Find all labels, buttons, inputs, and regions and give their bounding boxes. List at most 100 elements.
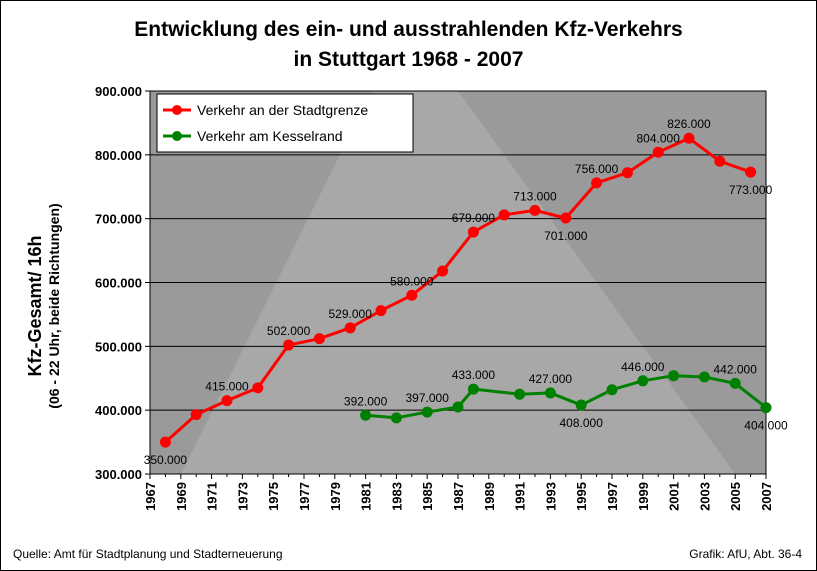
data-point bbox=[467, 383, 479, 395]
data-label: 433.000 bbox=[452, 368, 496, 382]
y-tick-label: 400.000 bbox=[95, 403, 142, 418]
y-axis-label: Kfz-Gesamt/ 16h (06 - 22 Uhr, beide Rich… bbox=[11, 136, 67, 476]
data-point bbox=[560, 212, 572, 224]
data-label: 701.000 bbox=[544, 229, 588, 243]
data-point bbox=[729, 377, 741, 389]
x-tick-label: 1991 bbox=[513, 482, 528, 511]
data-label: 529.000 bbox=[329, 307, 373, 321]
y-axis-label-line-2: (06 - 22 Uhr, beide Richtungen) bbox=[46, 203, 62, 408]
x-tick-label: 1975 bbox=[266, 482, 281, 511]
x-tick-label: 1977 bbox=[297, 482, 312, 511]
legend-swatch-marker bbox=[172, 131, 182, 141]
data-point bbox=[283, 339, 295, 351]
data-label: 826.000 bbox=[667, 117, 711, 131]
x-tick-label: 1989 bbox=[482, 482, 497, 511]
x-tick-label: 2007 bbox=[759, 482, 774, 511]
data-point bbox=[514, 388, 526, 400]
x-tick-label: 2003 bbox=[697, 482, 712, 511]
data-label: 350.000 bbox=[144, 453, 188, 467]
y-tick-label: 600.000 bbox=[95, 276, 142, 291]
data-point bbox=[698, 371, 710, 383]
data-point bbox=[668, 370, 680, 382]
y-tick-label: 800.000 bbox=[95, 148, 142, 163]
y-tick-label: 300.000 bbox=[95, 467, 142, 482]
x-tick-label: 2001 bbox=[667, 482, 682, 511]
data-label: 679.000 bbox=[452, 211, 496, 225]
x-tick-label: 1995 bbox=[574, 482, 589, 511]
data-label: 804.000 bbox=[637, 131, 681, 145]
data-point bbox=[406, 289, 418, 301]
series-line-2 bbox=[365, 374, 767, 420]
data-label: 442.000 bbox=[714, 362, 758, 376]
x-tick-label: 1979 bbox=[328, 482, 343, 511]
x-tick-label: 1985 bbox=[420, 482, 435, 511]
data-point bbox=[575, 399, 587, 411]
data-point bbox=[745, 166, 757, 178]
data-point bbox=[159, 436, 171, 448]
data-point bbox=[591, 177, 603, 189]
data-point bbox=[344, 322, 356, 334]
x-tick-label: 1971 bbox=[205, 482, 220, 511]
data-point bbox=[760, 402, 772, 414]
legend-label: Verkehr an der Stadtgrenze bbox=[197, 102, 368, 118]
plot-background bbox=[150, 91, 766, 474]
data-point bbox=[621, 167, 633, 179]
legend-box bbox=[156, 93, 414, 153]
data-point bbox=[452, 401, 464, 413]
data-point bbox=[637, 375, 649, 387]
data-label: 397.000 bbox=[406, 391, 450, 405]
data-point bbox=[498, 209, 510, 221]
data-point bbox=[221, 395, 233, 407]
y-tick-label: 900.000 bbox=[95, 84, 142, 99]
data-label: 502.000 bbox=[267, 324, 311, 338]
chart-title-line-1: Entwicklung des ein- und ausstrahlenden … bbox=[134, 18, 683, 41]
data-label: 415.000 bbox=[205, 380, 249, 394]
legend-label: Verkehr am Kesselrand bbox=[197, 128, 343, 144]
y-axis-label-line-1: Kfz-Gesamt/ 16h bbox=[25, 235, 45, 376]
data-point bbox=[683, 132, 695, 144]
data-label: 427.000 bbox=[529, 372, 573, 386]
x-tick-label: 1967 bbox=[143, 482, 158, 511]
data-point bbox=[390, 412, 402, 424]
x-tick-label: 1981 bbox=[359, 482, 374, 511]
data-point bbox=[360, 409, 372, 421]
data-point bbox=[606, 384, 618, 396]
legend-swatch-marker bbox=[172, 105, 182, 115]
data-label: 713.000 bbox=[513, 189, 557, 203]
series-line-1 bbox=[164, 136, 752, 444]
data-point bbox=[421, 406, 433, 418]
x-tick-label: 1987 bbox=[451, 482, 466, 511]
plot-frame bbox=[149, 90, 767, 475]
credit-note: Grafik: AfU, Abt. 36-4 bbox=[689, 547, 802, 561]
data-label: 446.000 bbox=[621, 360, 665, 374]
x-tick-label: 1997 bbox=[605, 482, 620, 511]
data-point bbox=[652, 146, 664, 158]
chart-title-line-2: in Stuttgart 1968 - 2007 bbox=[293, 48, 524, 71]
data-label: 773.000 bbox=[729, 183, 773, 197]
data-label: 408.000 bbox=[560, 416, 604, 430]
y-tick-label: 500.000 bbox=[95, 339, 142, 354]
plot-background-road bbox=[180, 91, 736, 474]
data-label: 404.000 bbox=[744, 419, 788, 433]
data-point bbox=[252, 382, 264, 394]
data-label: 392.000 bbox=[344, 394, 388, 408]
x-tick-label: 2005 bbox=[728, 482, 743, 511]
x-tick-label: 1983 bbox=[389, 482, 404, 511]
x-tick-label: 1993 bbox=[543, 482, 558, 511]
data-point bbox=[375, 305, 387, 317]
data-point bbox=[467, 226, 479, 238]
x-tick-label: 1999 bbox=[636, 482, 651, 511]
data-point bbox=[190, 409, 202, 421]
data-point bbox=[529, 204, 541, 216]
y-tick-label: 700.000 bbox=[95, 212, 142, 227]
data-point bbox=[544, 387, 556, 399]
data-label: 756.000 bbox=[575, 162, 619, 176]
x-tick-label: 1973 bbox=[235, 482, 250, 511]
data-point bbox=[437, 265, 449, 277]
data-point bbox=[714, 155, 726, 167]
source-note: Quelle: Amt für Stadtplanung und Stadter… bbox=[13, 547, 283, 561]
chart-title: Entwicklung des ein- und ausstrahlenden … bbox=[1, 15, 816, 75]
data-point bbox=[313, 333, 325, 345]
